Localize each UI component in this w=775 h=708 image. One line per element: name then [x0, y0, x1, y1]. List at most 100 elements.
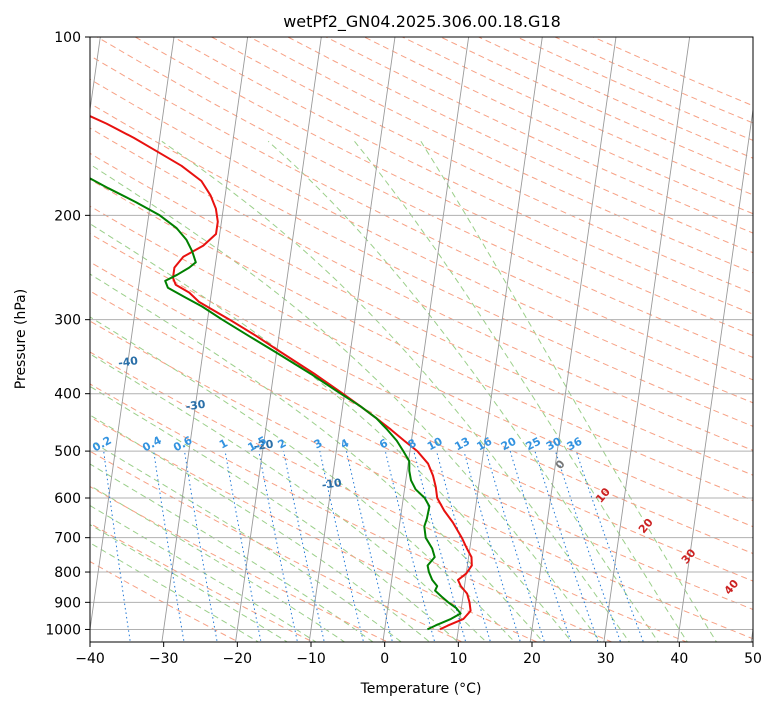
mixing-ratio-line: [103, 451, 131, 642]
x-tick-label: 30: [597, 651, 615, 667]
mixing-ratio-label: 20: [499, 435, 519, 454]
dry-adiabat: [90, 560, 240, 642]
dry-adiabat: [90, 486, 389, 642]
dry-adiabat: [90, 55, 753, 381]
x-tick-label: 40: [670, 651, 688, 667]
dry-adiabat: [134, 37, 753, 337]
moist-adiabat: [161, 140, 631, 642]
y-tick-label: 400: [54, 387, 81, 403]
x-tick-label: −40: [75, 651, 105, 667]
dry-adiabat: [401, 37, 753, 196]
dry-adiabat: [172, 37, 753, 315]
plot-area: -100-90-80-70-60-50-40-30-20-100.10.20.4…: [0, 37, 753, 642]
x-tick-label: 20: [523, 651, 541, 667]
y-tick-label: 1000: [45, 622, 81, 638]
moist-adiabat: [90, 353, 488, 642]
moist-adiabat: [90, 484, 346, 642]
y-tick-label: 800: [54, 565, 81, 581]
moist-adiabats: [90, 140, 718, 642]
dry-adiabat: [90, 290, 753, 611]
isotherm-line: [603, 37, 691, 642]
dry-adiabat: [515, 37, 753, 141]
moist-adiabat: [90, 385, 459, 642]
y-tick-label: 900: [54, 595, 81, 611]
y-tick-label: 500: [54, 444, 81, 460]
y-tick-label: 700: [54, 531, 81, 547]
chart-title: wetPf2_GN04.2025.306.00.18.G18: [283, 12, 561, 32]
y-axis-ticks: 100 200 300 400 500 600 700 800 900 1000: [45, 30, 90, 638]
dry-adiabats: [90, 37, 753, 642]
mixing-ratio-line: [534, 450, 599, 642]
isotherm-label: -60: [0, 262, 5, 278]
mixing-ratio-label: 2: [276, 436, 289, 451]
dry-adiabat: [90, 522, 315, 642]
sounding-profiles: [90, 115, 473, 631]
moist-adiabat: [90, 316, 516, 642]
mixing-ratio-line: [575, 450, 644, 642]
y-tick-label: 200: [54, 208, 81, 224]
dry-adiabat: [96, 37, 753, 358]
dry-adiabat: [90, 351, 688, 642]
mixing-ratio-line: [485, 450, 546, 642]
isotherm-line: [382, 37, 470, 642]
isotherm-line: [308, 37, 396, 642]
isotherm-label: -40: [117, 354, 139, 370]
mixing-ratio-line: [184, 451, 218, 642]
temperature-profile: [90, 115, 473, 631]
mixing-ratio-label: 13: [452, 435, 472, 454]
x-tick-label: −30: [149, 651, 179, 667]
skewed-isotherms: [90, 37, 753, 642]
y-tick-label: 300: [54, 313, 81, 329]
moist-adiabat: [90, 414, 431, 642]
dry-adiabat: [90, 102, 753, 427]
isotherm-line: [456, 37, 543, 642]
dry-adiabat: [90, 78, 753, 404]
moist-adiabat-label: 30: [679, 546, 699, 566]
mixing-ratio-line: [463, 450, 521, 642]
mixing-ratio-line: [153, 451, 185, 642]
moist-adiabat: [267, 140, 659, 642]
isotherm-line: [161, 37, 249, 642]
mixing-ratio-label: 30: [544, 435, 564, 454]
dry-adiabat: [90, 261, 753, 582]
moist-adiabat: [90, 440, 403, 642]
x-tick-label: −20: [223, 651, 253, 667]
dry-adiabat: [477, 37, 753, 159]
mixing-ratio-line: [258, 451, 298, 642]
dry-adiabat: [90, 205, 753, 528]
x-tick-label: 10: [449, 651, 467, 667]
dewpoint-profile: [90, 177, 462, 631]
moist-adiabat: [90, 504, 317, 642]
moist-adiabat: [420, 141, 718, 642]
isotherm-label: -20: [253, 437, 275, 453]
mixing-ratio-label: 36: [565, 435, 585, 454]
dry-adiabat: [90, 178, 753, 502]
dry-adiabat: [325, 37, 753, 234]
y-axis-label: Pressure (hPa): [13, 289, 29, 389]
mixing-ratio-label: 1: [217, 436, 230, 451]
moist-adiabat: [90, 223, 573, 642]
plot-frame: [89, 36, 754, 643]
moist-adiabat: [90, 163, 602, 642]
dry-adiabat: [90, 320, 753, 640]
dry-adiabat: [90, 416, 539, 642]
dry-adiabat: [591, 37, 753, 107]
mixing-ratio-line: [509, 450, 572, 642]
isotherm-line: [235, 37, 322, 642]
mixing-ratio-line: [345, 450, 393, 642]
y-tick-label: 600: [54, 491, 81, 507]
mixing-ratio-line: [224, 451, 262, 642]
mixing-ratio-label: 4: [338, 436, 351, 451]
dry-adiabat: [553, 37, 753, 124]
line-labels: -100-90-80-70-60-50-40-30-20-100.10.20.4…: [0, 262, 741, 597]
isotherm-label: -30: [185, 398, 207, 414]
isotherm-line: [677, 106, 753, 642]
mixing-ratio-label: 8: [406, 436, 419, 451]
mixing-ratio-label: 3: [312, 436, 325, 451]
dry-adiabat: [363, 37, 753, 215]
x-tick-label: 0: [380, 651, 389, 667]
y-tick-label: 100: [54, 30, 81, 46]
isotherm-line: [529, 37, 617, 642]
dry-adiabat: [90, 152, 753, 476]
